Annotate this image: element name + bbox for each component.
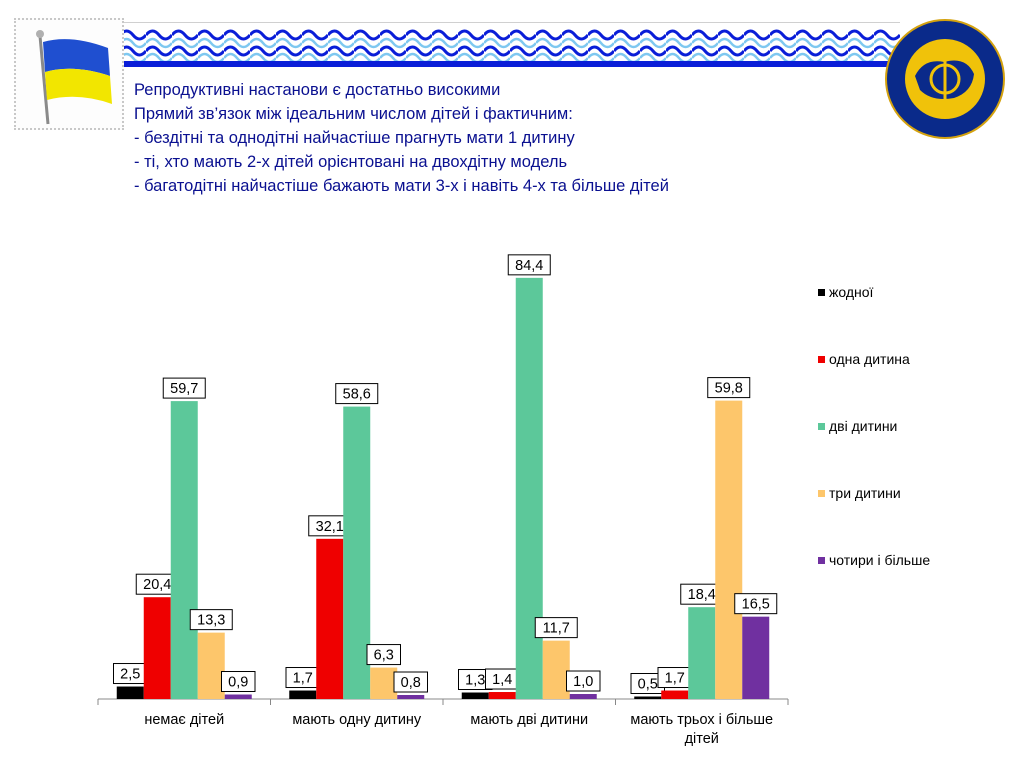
x-tick-label: мають дві дитини xyxy=(470,712,588,728)
legend-item: три дитини xyxy=(818,483,901,503)
legend-item: чотири і більше xyxy=(818,550,930,570)
data-label: 16,5 xyxy=(742,597,770,613)
data-label: 1,7 xyxy=(293,671,313,687)
intro-line: - бездітні та однодітні найчастіше прагн… xyxy=(134,129,575,147)
legend-label: дві дитини xyxy=(829,418,898,434)
data-label-box xyxy=(335,383,379,405)
data-label: 59,7 xyxy=(170,381,198,397)
intro-text: Репродуктивні настанови є достатньо висо… xyxy=(134,78,874,198)
bar xyxy=(715,400,743,699)
intro-line: Прямий зв’язок між ідеальним числом діте… xyxy=(134,105,573,123)
data-label: 1,3 xyxy=(465,673,485,689)
bar xyxy=(488,692,516,699)
data-label: 59,8 xyxy=(715,381,743,397)
data-label-box xyxy=(162,377,206,399)
bar xyxy=(343,406,371,699)
intro-line: - багатодітні найчастіше бажають мати 3-… xyxy=(134,177,669,195)
emblem-icon xyxy=(885,19,1005,139)
bar xyxy=(197,632,225,699)
data-label: 1,4 xyxy=(492,672,512,688)
bar xyxy=(143,597,171,699)
data-label: 58,6 xyxy=(343,387,371,403)
data-label: 2,5 xyxy=(120,667,140,683)
flag-image xyxy=(14,18,124,130)
legend-label: жодної xyxy=(829,284,874,300)
wave-pattern xyxy=(120,23,900,67)
data-label-box xyxy=(734,593,778,615)
x-tick-label: немає дітей xyxy=(144,712,224,728)
legend-item: жодної xyxy=(818,282,873,302)
data-label-box xyxy=(393,671,428,693)
data-label: 11,7 xyxy=(543,621,570,637)
data-label-box xyxy=(534,617,578,639)
bar xyxy=(569,694,597,699)
data-label: 0,5 xyxy=(638,677,658,693)
legend-label: одна дитина xyxy=(829,351,910,367)
bar xyxy=(742,616,770,699)
data-label-box xyxy=(366,644,401,666)
bar xyxy=(542,640,570,699)
bar xyxy=(116,686,144,699)
bar xyxy=(370,667,398,699)
bar xyxy=(688,607,716,699)
data-label-box xyxy=(707,377,751,399)
data-label-box xyxy=(566,670,601,692)
legend-label: три дитини xyxy=(829,485,901,501)
legend-swatch xyxy=(818,489,825,497)
bar xyxy=(316,538,344,699)
intro-line: - ті, хто мають 2-х дітей орієнтовані на… xyxy=(134,153,568,171)
bar xyxy=(461,692,489,699)
data-label: 13,3 xyxy=(197,613,225,629)
ukraine-flag-icon xyxy=(36,30,112,125)
data-label: 32,1 xyxy=(316,519,344,535)
x-tick-label: дітей xyxy=(685,731,719,747)
x-tick-label: мають одну дитину xyxy=(292,712,422,728)
legend-swatch xyxy=(818,556,825,564)
data-label: 0,8 xyxy=(401,675,421,691)
legend-swatch xyxy=(818,422,825,430)
data-label: 20,4 xyxy=(143,577,171,593)
data-label: 6,3 xyxy=(374,648,394,664)
bar xyxy=(224,694,252,699)
data-label: 1,7 xyxy=(665,671,685,687)
intro-line: Репродуктивні настанови є достатньо висо… xyxy=(134,81,501,99)
legend-swatch xyxy=(818,355,825,363)
bar xyxy=(661,690,689,699)
institute-emblem xyxy=(884,18,1006,140)
x-tick-label: мають трьох і більше xyxy=(630,712,773,728)
bar xyxy=(289,690,317,699)
legend-item: дві дитини xyxy=(818,416,897,436)
data-label-box xyxy=(221,671,256,693)
data-label-box xyxy=(507,254,551,276)
legend-item: одна дитина xyxy=(818,349,910,369)
data-label: 0,9 xyxy=(228,675,248,691)
legend-label: чотири і більше xyxy=(829,552,931,568)
wave-banner xyxy=(120,22,900,67)
data-label-box xyxy=(189,609,233,631)
data-label: 18,4 xyxy=(688,587,716,603)
bar xyxy=(170,401,198,699)
legend-swatch xyxy=(818,288,825,296)
data-label: 84,4 xyxy=(515,258,543,274)
bar xyxy=(397,695,425,699)
data-label: 1,0 xyxy=(573,674,593,690)
bar xyxy=(634,696,662,699)
